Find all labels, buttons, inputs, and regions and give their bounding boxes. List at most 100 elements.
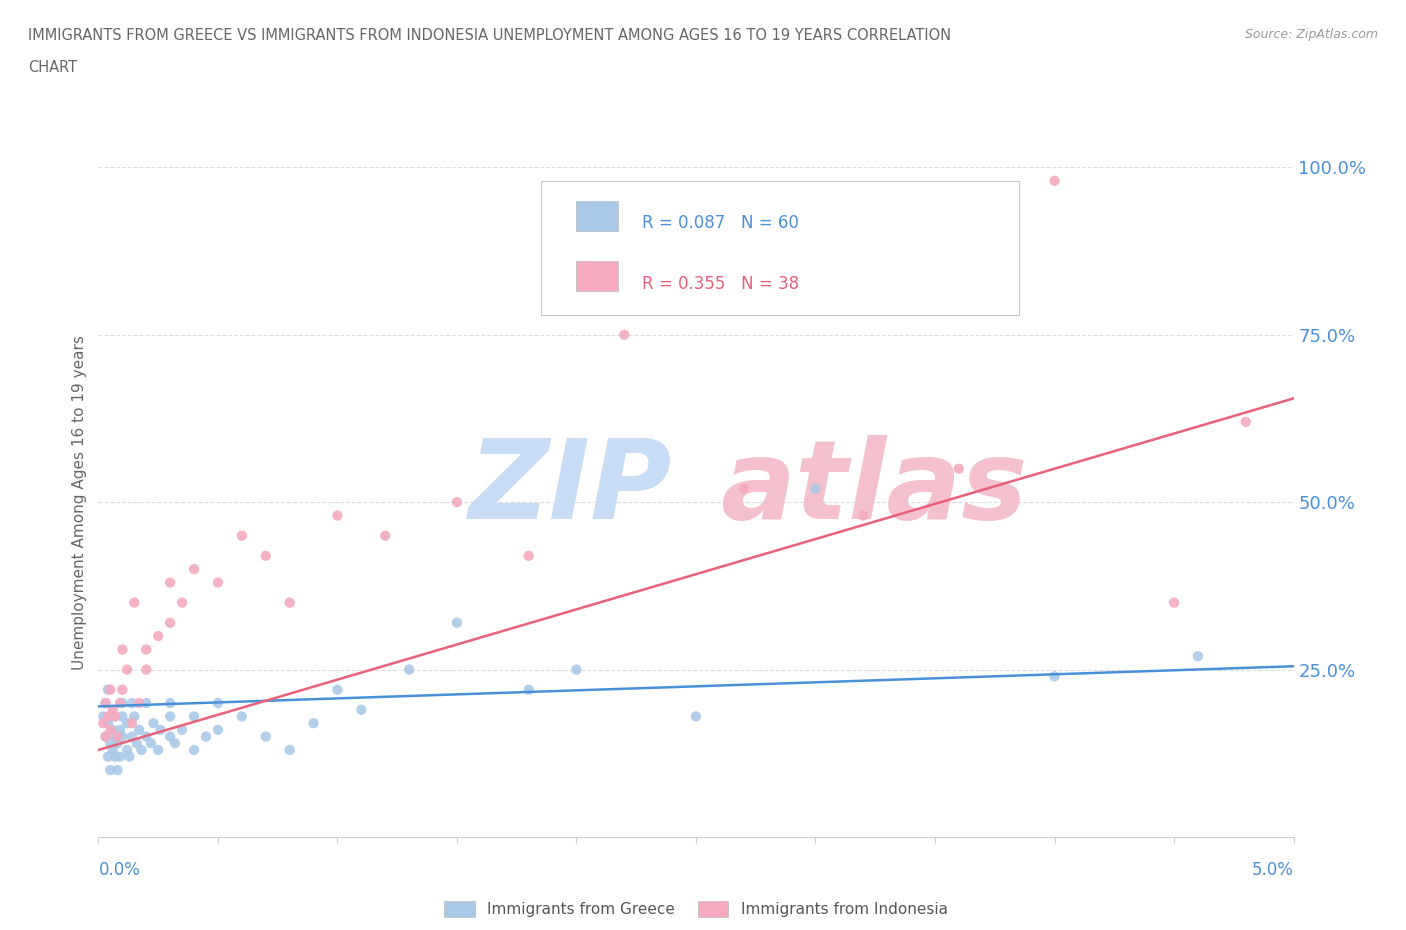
Point <box>115 716 138 731</box>
Point <box>231 709 253 724</box>
Point <box>128 723 150 737</box>
Point <box>231 528 253 543</box>
Point <box>733 482 755 497</box>
Legend: Immigrants from Greece, Immigrants from Indonesia: Immigrants from Greece, Immigrants from … <box>439 895 953 923</box>
Point <box>128 696 150 711</box>
Point <box>104 750 127 764</box>
Text: 0.0%: 0.0% <box>98 860 141 879</box>
Point <box>104 709 127 724</box>
Point <box>94 729 117 744</box>
Point <box>1187 649 1209 664</box>
Point <box>254 549 277 564</box>
Text: atlas: atlas <box>720 435 1028 542</box>
Point <box>107 729 129 744</box>
Point <box>446 616 468 631</box>
Point <box>107 736 129 751</box>
Point <box>131 742 153 757</box>
Point <box>398 662 420 677</box>
Point <box>135 662 157 677</box>
Point <box>565 662 588 677</box>
Point <box>111 642 134 657</box>
Point <box>1043 669 1066 684</box>
Point <box>108 696 131 711</box>
Point <box>111 696 134 711</box>
Text: ZIP: ZIP <box>468 435 672 542</box>
Text: IMMIGRANTS FROM GREECE VS IMMIGRANTS FROM INDONESIA UNEMPLOYMENT AMONG AGES 16 T: IMMIGRANTS FROM GREECE VS IMMIGRANTS FRO… <box>28 28 952 43</box>
Point <box>326 508 349 523</box>
Point <box>517 549 540 564</box>
Point <box>172 723 194 737</box>
Text: Source: ZipAtlas.com: Source: ZipAtlas.com <box>1244 28 1378 41</box>
Point <box>121 729 143 744</box>
Point <box>139 736 162 751</box>
Point <box>107 763 129 777</box>
Point <box>852 508 875 523</box>
Point <box>302 716 325 731</box>
Point <box>111 729 134 744</box>
Point <box>207 696 229 711</box>
Point <box>948 461 970 476</box>
Point <box>1234 415 1257 430</box>
Point <box>94 729 117 744</box>
Text: R = 0.355   N = 38: R = 0.355 N = 38 <box>643 274 800 293</box>
Point <box>121 716 143 731</box>
Point <box>183 742 205 757</box>
Point <box>98 683 122 698</box>
Point <box>207 575 229 590</box>
Point <box>278 595 301 610</box>
Point <box>124 709 146 724</box>
Point <box>97 750 120 764</box>
Point <box>326 683 349 698</box>
Point <box>135 642 157 657</box>
Point <box>254 729 277 744</box>
Point <box>685 709 707 724</box>
Point <box>104 709 127 724</box>
Point <box>350 702 373 717</box>
Point <box>108 750 131 764</box>
FancyBboxPatch shape <box>540 180 1018 314</box>
Text: R = 0.087   N = 60: R = 0.087 N = 60 <box>643 214 799 232</box>
Point <box>172 595 194 610</box>
Point <box>111 683 134 698</box>
Point <box>1163 595 1185 610</box>
Point <box>124 595 146 610</box>
Point <box>97 709 120 724</box>
Point <box>98 709 122 724</box>
Point <box>135 729 157 744</box>
Point <box>115 662 138 677</box>
Point <box>613 327 636 342</box>
Point <box>101 702 124 717</box>
Point <box>517 683 540 698</box>
Point <box>125 736 148 751</box>
FancyBboxPatch shape <box>576 260 619 291</box>
Point <box>94 696 117 711</box>
Point <box>108 723 131 737</box>
Point <box>101 742 124 757</box>
Point <box>97 683 120 698</box>
Point <box>104 729 127 744</box>
Point <box>148 742 170 757</box>
Point <box>278 742 301 757</box>
Point <box>98 736 122 751</box>
Point <box>159 696 181 711</box>
Point <box>183 709 205 724</box>
Point <box>118 750 141 764</box>
Point <box>159 729 181 744</box>
Point <box>111 709 134 724</box>
Point <box>374 528 396 543</box>
Point <box>446 495 468 510</box>
Point <box>159 616 181 631</box>
Point <box>159 575 181 590</box>
Point <box>207 723 229 737</box>
Text: CHART: CHART <box>28 60 77 75</box>
Point <box>121 696 143 711</box>
Point <box>142 716 165 731</box>
Point <box>97 716 120 731</box>
Point <box>101 723 124 737</box>
Point <box>98 723 122 737</box>
Point <box>94 696 117 711</box>
Point <box>149 723 172 737</box>
Point <box>183 562 205 577</box>
Text: 5.0%: 5.0% <box>1251 860 1294 879</box>
FancyBboxPatch shape <box>576 201 619 231</box>
